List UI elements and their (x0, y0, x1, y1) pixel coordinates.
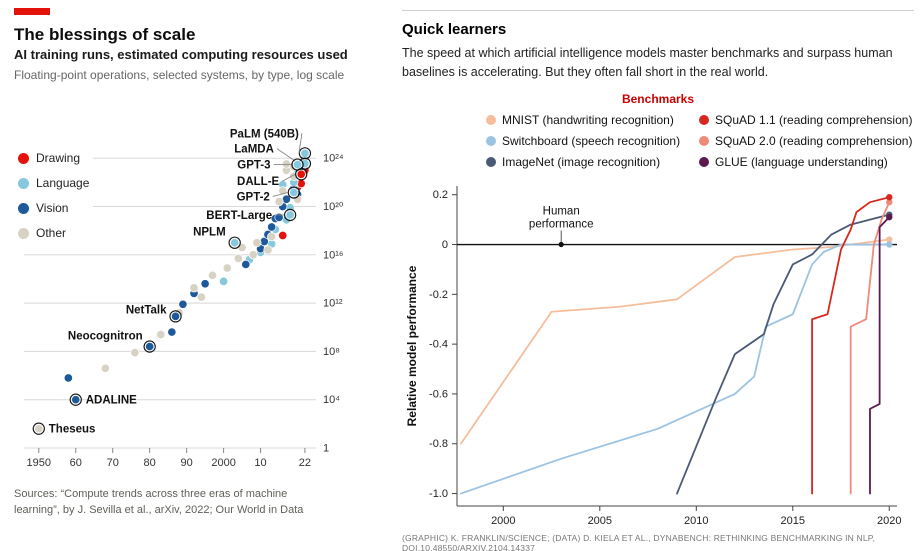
scatter-legend: Drawing Language Vision Other (16, 150, 94, 250)
legend-label-glue: GLUE (language understanding) (715, 154, 888, 169)
benchmarks-legend: MNIST (handwriting recognition) Switchbo… (402, 113, 914, 176)
svg-text:PaLM (540B): PaLM (540B) (230, 128, 299, 140)
svg-text:GPT-3: GPT-3 (237, 160, 270, 172)
svg-text:1950: 1950 (27, 457, 51, 469)
svg-text:10⁸: 10⁸ (323, 346, 340, 358)
legend-item-glue: GLUE (language understanding) (699, 155, 912, 169)
squad11-swatch-icon (699, 114, 709, 125)
svg-text:-0.6: -0.6 (429, 388, 448, 400)
svg-text:-0.2: -0.2 (429, 288, 448, 300)
svg-text:-0.4: -0.4 (429, 338, 448, 350)
language-swatch-icon (18, 177, 29, 189)
legend-column-2: SQuAD 1.1 (reading comprehension) SQuAD … (699, 113, 912, 176)
panel-top-divider (402, 10, 914, 11)
svg-text:10⁴: 10⁴ (323, 394, 340, 406)
benchmarks-heading: Benchmarks (621, 91, 695, 106)
svg-text:10²⁴: 10²⁴ (323, 153, 344, 165)
svg-text:Relative model performance: Relative model performance (405, 265, 419, 426)
mnist-swatch-icon (486, 114, 496, 125)
svg-text:0.2: 0.2 (433, 189, 448, 201)
legend-label-other: Other (36, 226, 67, 240)
left-chart-subtitle: AI training runs, estimated computing re… (14, 47, 348, 62)
legend-label-vision: Vision (36, 201, 69, 215)
legend-label-squad11: SQuAD 1.1 (reading comprehension) (715, 112, 913, 127)
svg-text:NetTalk: NetTalk (126, 304, 167, 316)
legend-item-drawing: Drawing (16, 150, 94, 166)
left-chart-note: Floating-point operations, selected syst… (14, 68, 345, 82)
svg-text:DALL-E: DALL-E (237, 176, 279, 188)
svg-text:2020: 2020 (877, 515, 901, 526)
economist-kicker-bar (14, 8, 50, 15)
legend-item-squad11: SQuAD 1.1 (reading comprehension) (699, 113, 912, 127)
legend-item-language: Language (16, 175, 94, 191)
svg-text:ADALINE: ADALINE (86, 395, 137, 407)
left-panel: The blessings of scale AI training runs,… (14, 8, 386, 519)
left-chart-title: The blessings of scale (14, 25, 196, 44)
legend-column-1: MNIST (handwriting recognition) Switchbo… (486, 113, 699, 176)
svg-text:10²⁰: 10²⁰ (323, 201, 344, 213)
svg-text:-1.0: -1.0 (429, 488, 448, 500)
right-chart-subtitle: The speed at which artificial intelligen… (402, 46, 893, 79)
svg-text:22: 22 (299, 457, 311, 469)
legend-label-squad20: SQuAD 2.0 (reading comprehension) (715, 133, 913, 148)
credit-line: (GRAPHIC) K. FRANKLIN/SCIENCE; (DATA) D.… (402, 532, 876, 551)
legend-item-imagenet: ImageNet (image recognition) (486, 155, 699, 169)
svg-text:performance: performance (529, 218, 594, 230)
sources-line-2: learning”, by J. Sevilla et al., arXiv, … (14, 503, 304, 516)
svg-text:90: 90 (181, 457, 193, 469)
svg-text:0: 0 (442, 239, 448, 251)
compute-scatter-chart: 1 10⁴ 10⁸ 10¹² 10¹⁶ 10²⁰ 10²⁴ 1950 60 70 80 90 2000 1… (14, 88, 386, 479)
legend-item-squad20: SQuAD 2.0 (reading comprehension) (699, 134, 912, 148)
svg-text:2000: 2000 (211, 457, 235, 469)
svg-text:10¹⁶: 10¹⁶ (323, 249, 343, 261)
compute-scatter-plot: 1 10⁴ 10⁸ 10¹² 10¹⁶ 10²⁰ 10²⁴ 1950 60 70 80 90 2000 1… (24, 128, 344, 469)
imagenet-swatch-icon (486, 156, 496, 167)
svg-text:GPT-2: GPT-2 (237, 191, 270, 203)
svg-text:10¹²: 10¹² (323, 298, 343, 310)
legend-label-switchboard: Switchboard (speech recognition) (502, 133, 681, 148)
svg-text:1: 1 (323, 443, 329, 455)
svg-text:2000: 2000 (491, 515, 515, 526)
svg-text:80: 80 (144, 457, 156, 469)
right-panel: Quick learners The speed at which artifi… (402, 0, 914, 551)
vision-swatch-icon (18, 202, 29, 214)
drawing-swatch-icon (18, 152, 29, 164)
legend-label-mnist: MNIST (handwriting recognition) (502, 112, 674, 127)
other-swatch-icon (18, 227, 29, 239)
svg-text:10: 10 (254, 457, 266, 469)
benchmarks-line-plot: 0.2 0 -0.2 -0.4 -0.6 -0.8 -1.0 2000 2005 2010 2015… (405, 185, 902, 527)
legend-item-switchboard: Switchboard (speech recognition) (486, 134, 699, 148)
legend-label-drawing: Drawing (36, 151, 81, 165)
svg-text:Theseus: Theseus (49, 424, 96, 436)
switchboard-swatch-icon (486, 135, 496, 146)
legend-label-imagenet: ImageNet (image recognition) (502, 154, 661, 169)
legend-item-vision: Vision (16, 200, 94, 216)
legend-item-mnist: MNIST (handwriting recognition) (486, 113, 699, 127)
svg-text:2015: 2015 (781, 515, 805, 526)
sources-line-1: Sources: “Compute trends across three er… (14, 488, 288, 500)
legend-label-language: Language (36, 176, 90, 190)
svg-text:-0.8: -0.8 (429, 438, 448, 450)
svg-text:LaMDA: LaMDA (234, 144, 274, 156)
svg-text:2010: 2010 (684, 515, 708, 526)
svg-text:Neocognitron: Neocognitron (68, 331, 143, 343)
glue-swatch-icon (699, 156, 709, 167)
svg-text:BERT-Large: BERT-Large (206, 210, 272, 222)
svg-text:2005: 2005 (588, 515, 612, 526)
right-chart-title: Quick learners (402, 21, 507, 38)
svg-text:70: 70 (107, 457, 119, 469)
svg-text:60: 60 (70, 457, 82, 469)
svg-text:NPLM: NPLM (193, 227, 226, 239)
squad20-swatch-icon (699, 135, 709, 146)
svg-text:Human: Human (543, 205, 580, 217)
legend-item-other: Other (16, 225, 94, 241)
